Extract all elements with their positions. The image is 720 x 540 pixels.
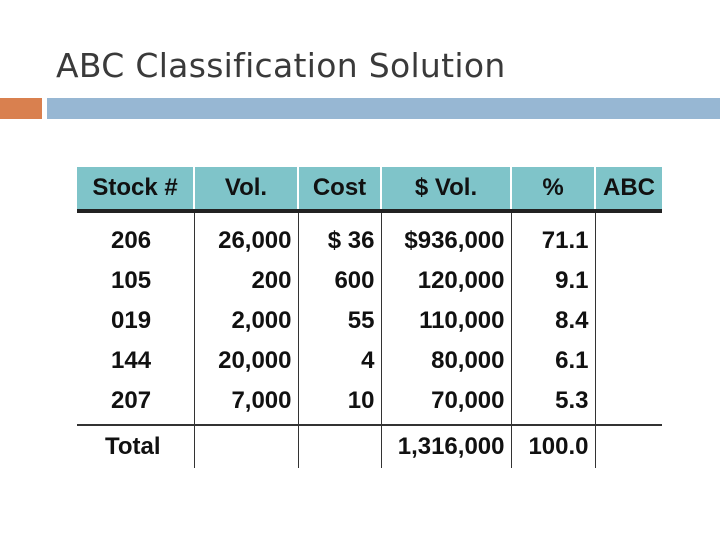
header-dollar-volume: $ Vol. — [380, 167, 511, 213]
cell-dollar-volume: 80,000 — [380, 341, 511, 381]
cell-cost: 4 — [297, 341, 381, 381]
cell-cost: 600 — [297, 261, 381, 301]
cell-volume: 2,000 — [193, 301, 298, 341]
header-percent: % — [510, 167, 595, 213]
cell-dollar-volume: 70,000 — [380, 381, 511, 426]
cell-volume: 26,000 — [193, 211, 298, 261]
total-percent: 100.0 — [510, 425, 595, 468]
cell-abc — [594, 381, 662, 426]
total-label: Total — [105, 433, 161, 460]
cell-percent: 5.3 — [510, 381, 595, 426]
table-row: 105 200 600 120,000 9.1 — [77, 261, 662, 301]
cell-abc — [594, 301, 662, 341]
table-row: 144 20,000 4 80,000 6.1 — [77, 341, 662, 381]
cell-volume: 7,000 — [193, 381, 298, 426]
cell-cost: 55 — [297, 301, 381, 341]
cell-dollar-volume: 110,000 — [380, 301, 511, 341]
table-row: 207 7,000 10 70,000 5.3 — [77, 381, 662, 426]
cell-abc — [594, 211, 662, 261]
title-accent-bar-blue — [47, 98, 720, 119]
cell-stock: 019 — [111, 307, 152, 334]
slide-title: ABC Classification Solution — [56, 46, 506, 85]
cell-dollar-volume: 120,000 — [380, 261, 511, 301]
total-abc — [594, 425, 662, 468]
title-accent-bar-orange — [0, 98, 42, 119]
cell-abc — [594, 341, 662, 381]
table-total-row: Total 1,316,000 100.0 — [77, 425, 662, 468]
header-cost: Cost — [297, 167, 381, 213]
cell-stock: 144 — [111, 347, 152, 374]
header-stock: Stock # — [77, 167, 194, 213]
total-dollar-volume: 1,316,000 — [380, 425, 511, 468]
table-header-row: Stock # Vol. Cost $ Vol. % ABC — [77, 167, 662, 213]
cell-percent: 71.1 — [510, 211, 595, 261]
cell-stock: 207 — [77, 381, 194, 426]
cell-abc — [594, 261, 662, 301]
cell-percent: 8.4 — [510, 301, 595, 341]
table-row: 019 2,000 55 110,000 8.4 — [77, 301, 662, 341]
cell-percent: 9.1 — [510, 261, 595, 301]
abc-classification-table: Stock # Vol. Cost $ Vol. % ABC 206 26,00… — [77, 167, 662, 468]
cell-percent: 6.1 — [510, 341, 595, 381]
total-volume — [193, 425, 298, 468]
cell-cost: $ 36 — [297, 211, 381, 261]
cell-volume: 20,000 — [193, 341, 298, 381]
cell-stock: 105 — [111, 267, 152, 294]
header-abc: ABC — [594, 167, 662, 213]
cell-stock: 206 — [111, 227, 152, 254]
table-row: 206 26,000 $ 36 $936,000 71.1 — [77, 211, 662, 261]
cell-dollar-volume: $936,000 — [380, 211, 511, 261]
header-volume: Vol. — [193, 167, 298, 213]
total-cost — [297, 425, 381, 468]
cell-volume: 200 — [193, 261, 298, 301]
cell-cost: 10 — [297, 381, 381, 426]
